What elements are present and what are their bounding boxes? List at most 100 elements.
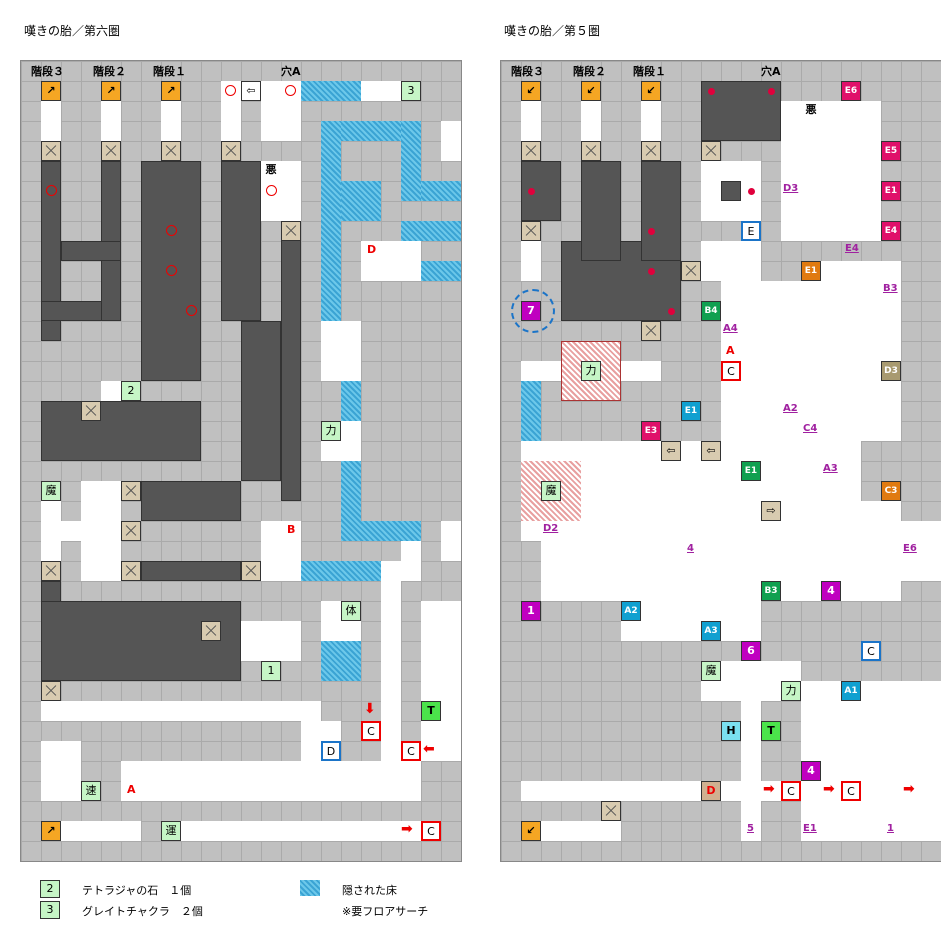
item-1[interactable]: 1 (261, 661, 281, 681)
label-a4: A4 (723, 323, 738, 334)
floor (321, 321, 361, 381)
marker-e5[interactable]: E5 (881, 141, 901, 161)
item-3[interactable]: 3 (401, 81, 421, 101)
marker-ring (186, 305, 197, 316)
marker-dot (648, 268, 655, 275)
marker-tai[interactable]: 体 (341, 601, 361, 621)
marker-a3[interactable]: A3 (701, 621, 721, 641)
legend-icon-2: 2 (40, 880, 60, 898)
marker-h[interactable]: H (721, 721, 741, 741)
marker-t[interactable]: T (421, 701, 441, 721)
floor (621, 461, 761, 641)
stairs-icon[interactable]: ↗ (41, 821, 61, 841)
marker-c[interactable]: C (721, 361, 741, 381)
label-e4: E4 (845, 243, 859, 254)
marker-c[interactable]: C (781, 781, 801, 801)
door-icon (521, 221, 541, 241)
stairs-icon[interactable]: ↙ (641, 81, 661, 101)
header-hole-a: 穴A (281, 65, 301, 78)
label-d2: D2 (543, 523, 559, 534)
stairs-icon[interactable]: ↙ (521, 821, 541, 841)
marker-ma[interactable]: 魔 (701, 661, 721, 681)
stairs-icon[interactable]: ↗ (101, 81, 121, 101)
label-a2: A2 (783, 403, 798, 414)
marker-ring (166, 265, 177, 276)
marker-dot (648, 228, 655, 235)
map-title-6: 嘆きの胎／第六圏 (24, 24, 121, 38)
hidden-floor (341, 521, 421, 541)
marker-e6[interactable]: E6 (841, 81, 861, 101)
floor (781, 101, 881, 241)
item-2[interactable]: 2 (121, 381, 141, 401)
marker-dot (748, 188, 755, 195)
dark-path (221, 161, 261, 321)
marker-un[interactable]: 運 (161, 821, 181, 841)
marker-e1[interactable]: E1 (881, 181, 901, 201)
marker-e[interactable]: E (741, 221, 761, 241)
floor (41, 701, 321, 721)
floor (441, 521, 461, 561)
marker-4b[interactable]: 4 (801, 761, 821, 781)
marker-e1-green[interactable]: E1 (741, 461, 761, 481)
marker-b4[interactable]: B4 (701, 301, 721, 321)
door-icon (241, 561, 261, 581)
marker-c[interactable]: C (841, 781, 861, 801)
marker-d[interactable]: D (321, 741, 341, 761)
door-icon (281, 221, 301, 241)
marker-e4[interactable]: E4 (881, 221, 901, 241)
stairs-icon[interactable]: ↙ (521, 81, 541, 101)
label-a: A (726, 344, 735, 357)
door-icon (701, 141, 721, 161)
marker-t[interactable]: T (761, 721, 781, 741)
marker-aku[interactable]: 悪 (261, 161, 281, 181)
marker-1[interactable]: 1 (521, 601, 541, 621)
marker-e1-orange[interactable]: E1 (801, 261, 821, 281)
marker-c3[interactable]: C3 (881, 481, 901, 501)
dark-path (241, 321, 281, 481)
marker-a1[interactable]: A1 (841, 681, 861, 701)
marker-4[interactable]: 4 (821, 581, 841, 601)
marker-6[interactable]: 6 (741, 641, 761, 661)
marker-c[interactable]: C (421, 821, 441, 841)
arrow-left-icon: ⇦ (661, 441, 681, 461)
label-d3: D3 (783, 183, 799, 194)
floor (161, 821, 441, 841)
dark-path (141, 561, 241, 581)
marker-ma[interactable]: 魔 (41, 481, 61, 501)
floor (41, 741, 81, 801)
header-stairs-3: 階段３ (31, 65, 64, 78)
label-4: 4 (687, 543, 694, 554)
marker-e3[interactable]: E3 (641, 421, 661, 441)
marker-c[interactable]: C (361, 721, 381, 741)
marker-aku[interactable]: 悪 (801, 101, 821, 121)
label-e1: E1 (803, 823, 817, 834)
marker-c[interactable]: C (401, 741, 421, 761)
arrow-right-icon: ➡ (763, 781, 775, 797)
marker-chikara[interactable]: 力 (781, 681, 801, 701)
marker-soku[interactable]: 速 (81, 781, 101, 801)
arrow-left-icon: ⇦ (241, 81, 261, 101)
marker-chikara[interactable]: 力 (321, 421, 341, 441)
marker-chikara-room[interactable]: 力 (581, 361, 601, 381)
marker-d[interactable]: D (701, 781, 721, 801)
stairs-icon[interactable]: ↙ (581, 81, 601, 101)
hidden-floor (321, 641, 361, 681)
marker-a2[interactable]: A2 (621, 601, 641, 621)
floor (741, 641, 761, 841)
hidden-floor (321, 121, 421, 141)
marker-e1-blue[interactable]: E1 (681, 401, 701, 421)
door-icon (681, 261, 701, 281)
marker-c-blue[interactable]: C (861, 641, 881, 661)
marker-d3[interactable]: D3 (881, 361, 901, 381)
floor (401, 541, 421, 581)
door-icon (121, 481, 141, 501)
marker-b3[interactable]: B3 (761, 581, 781, 601)
legend-icon-3: 3 (40, 901, 60, 919)
floor (421, 601, 461, 701)
marker-ma-room[interactable]: 魔 (541, 481, 561, 501)
map-title-5: 嘆きの胎／第５圏 (504, 24, 601, 38)
door-icon (161, 141, 181, 161)
header-stairs-1: 階段１ (153, 65, 186, 78)
stairs-icon[interactable]: ↗ (41, 81, 61, 101)
stairs-icon[interactable]: ↗ (161, 81, 181, 101)
